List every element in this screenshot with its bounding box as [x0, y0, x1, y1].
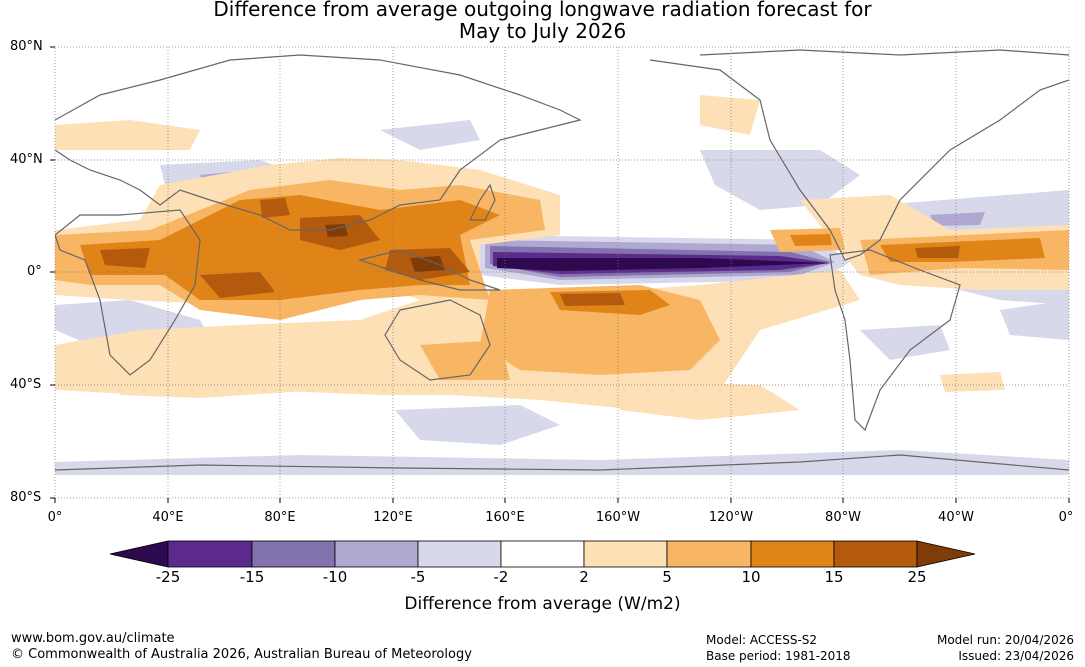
colorbar-segment-9: [833, 540, 918, 568]
colorbar-segment-3: [334, 540, 419, 568]
lon-label-80e: 80°E: [264, 510, 296, 525]
colorbar-tick: 25: [907, 568, 927, 586]
colorbar-tick: 10: [741, 568, 761, 586]
colorbar-segment-1: [167, 540, 253, 568]
colorbar-segment-6: [583, 540, 668, 568]
lon-label-0-right: 0°: [1058, 510, 1074, 525]
lon-label-40e: 40°E: [152, 510, 184, 525]
lat-label-80s: 80°S: [10, 490, 42, 505]
lat-label-40n: 40°N: [10, 152, 43, 167]
anomaly-field: [55, 49, 1069, 475]
colorbar-tick: -15: [239, 568, 265, 586]
colorbar-segment-4: [417, 540, 502, 568]
map-title-line2: May to July 2026: [458, 19, 627, 43]
footer-copyright: © Commonwealth of Australia 2026, Austra…: [11, 647, 472, 662]
lon-label-80w: 80°W: [825, 510, 861, 525]
colorbar-segment-7: [666, 540, 752, 568]
lon-label-160w: 160°W: [595, 510, 641, 525]
lon-label-0-left: 0°: [47, 510, 63, 525]
lon-label-120e: 120°E: [373, 510, 413, 525]
colorbar-tick: -2: [493, 568, 509, 586]
colorbar-tick: 15: [824, 568, 844, 586]
colorbar-tick: -10: [322, 568, 348, 586]
gridlines: [55, 47, 1069, 498]
lat-label-0: 0°: [27, 264, 42, 279]
colorbar-segment-5: [500, 540, 585, 568]
negative-extreme-regions: [497, 258, 830, 271]
coastlines: [55, 49, 1069, 471]
lon-label-160e: 160°E: [485, 510, 525, 525]
footer-url[interactable]: www.bom.gov.au/climate: [11, 631, 175, 646]
colorbar-tick: 2: [579, 568, 589, 586]
colorbar-segment-extend-high: [916, 540, 976, 568]
colorbar-label: Difference from average (W/m2): [404, 594, 681, 614]
lat-label-80n: 80°N: [10, 39, 43, 54]
lon-label-120w: 120°W: [708, 510, 754, 525]
colorbar-tick: 5: [662, 568, 672, 586]
footer-base-period: Base period: 1981-2018: [706, 649, 851, 663]
colorbar-tick: -25: [155, 568, 181, 586]
footer-model-run: Model run: 20/04/2026: [936, 633, 1074, 647]
colorbar-segment-2: [251, 540, 336, 568]
colorbar-tick: -5: [410, 568, 426, 586]
colorbar-segment-8: [750, 540, 835, 568]
lon-label-40w: 40°W: [938, 510, 974, 525]
footer-model: Model: ACCESS-S2: [706, 633, 818, 647]
lat-label-40s: 40°S: [10, 377, 42, 392]
plot-frame: [54, 46, 1070, 499]
colorbar-segment-extend-low: [109, 540, 169, 568]
footer-issued: Issued: 23/04/2026: [958, 649, 1074, 663]
axis-ticks: [50, 46, 1070, 503]
colorbar: [109, 540, 976, 568]
map-title-line1: Difference from average outgoing longwav…: [213, 0, 872, 21]
